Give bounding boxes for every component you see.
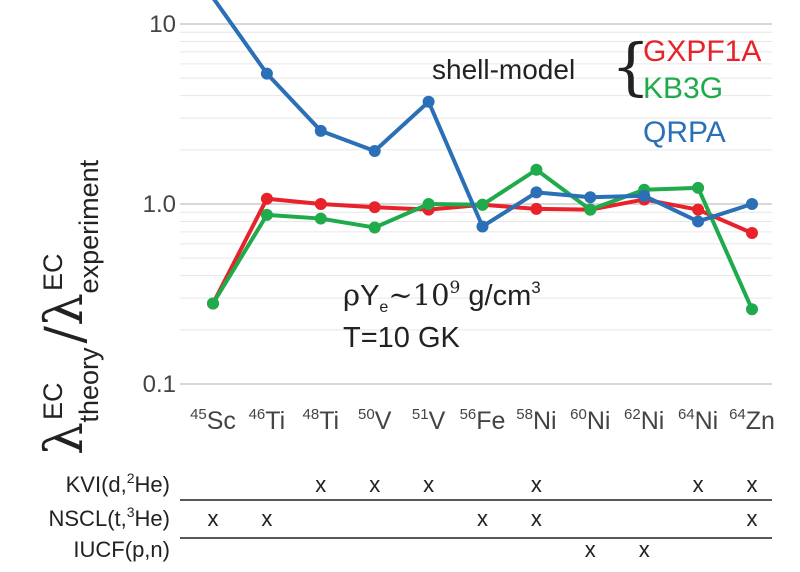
data-point-kb3g: [422, 198, 435, 210]
x-tick-label: 45Sc: [190, 406, 236, 435]
ec-superscript-top: EC: [38, 383, 68, 421]
x-tick-labels: 45Sc 46Ti 48Ti 50V 51V 56Fe 58Ni 60Ni 62Ni 64Ni 64…: [190, 406, 775, 435]
temperature-annotation: T=10 GK: [343, 322, 461, 354]
x-tick-label: 64Zn: [729, 406, 775, 435]
data-point-qrpa: [530, 186, 543, 199]
series-qrpa: [212, 0, 758, 233]
x-tick-label: 50V: [358, 406, 392, 435]
series-line-qrpa: [212, 0, 754, 229]
ec-superscript-bottom: EC: [38, 253, 68, 291]
experiment-subscript: experiment: [74, 159, 104, 293]
grid-lines: [180, 23, 772, 385]
experiment-mark: x: [315, 472, 326, 497]
experiment-row-label: NSCL(t,3He): [49, 504, 171, 531]
experiment-mark: x: [261, 506, 272, 531]
x-tick-label: 62Ni: [624, 406, 664, 435]
y-tick-label: 1.0: [143, 191, 176, 218]
x-tick-label: 58Ni: [516, 406, 556, 435]
experiment-mark: x: [639, 537, 650, 562]
data-point-gxpf1a: [260, 192, 273, 205]
x-tick-label: 46Ti: [249, 406, 286, 435]
data-point-gxpf1a: [314, 198, 327, 210]
y-tick-label: 10: [149, 11, 176, 38]
legend-entry-gxpf1a: GXPF1A: [643, 35, 761, 68]
data-point-kb3g: [368, 221, 381, 234]
data-point-qrpa: [584, 191, 597, 204]
data-point-qrpa: [746, 198, 758, 210]
experiment-row-label: KVI(d,2He): [66, 470, 170, 497]
experiment-mark: x: [693, 472, 704, 497]
lambda-experiment-symbol: λ: [35, 293, 95, 326]
data-point-gxpf1a: [746, 227, 758, 240]
data-point-qrpa: [368, 144, 381, 157]
x-tick-label: 56Fe: [460, 406, 506, 435]
experiment-mark: x: [208, 506, 219, 531]
x-tick-label: 51V: [412, 406, 446, 435]
data-point-qrpa: [422, 95, 435, 108]
y-axis-label: λEC theory/λEC experiment: [35, 159, 104, 455]
experiment-mark: x: [585, 537, 596, 562]
data-point-qrpa: [692, 215, 705, 228]
data-point-kb3g: [207, 297, 219, 310]
x-tick-label: 64Ni: [678, 406, 718, 435]
data-point-qrpa: [638, 189, 651, 202]
legend-group-label: shell-model: [432, 54, 575, 85]
legend-entry-kb3g: KB3G: [643, 72, 723, 105]
data-point-qrpa: [476, 220, 489, 233]
legend: shell-model { GXPF1A KB3G QRPA: [432, 30, 761, 149]
series-layer: [207, 0, 758, 316]
experiment-mark: x: [477, 506, 488, 531]
y-tick-labels: 10 1.0 0.1: [143, 11, 176, 398]
data-point-gxpf1a: [530, 202, 543, 215]
legend-brace: {: [611, 30, 650, 103]
data-point-kb3g: [692, 181, 705, 194]
lambda-theory-symbol: λ: [35, 422, 95, 455]
experiment-row-label: IUCF(p,n): [73, 537, 170, 562]
data-point-kb3g: [476, 198, 489, 211]
data-point-kb3g: [530, 163, 543, 176]
data-point-gxpf1a: [692, 203, 705, 216]
experiment-mark: x: [747, 506, 758, 531]
legend-entry-qrpa: QRPA: [643, 116, 726, 149]
data-point-gxpf1a: [368, 201, 381, 214]
theory-subscript: theory: [74, 347, 104, 423]
data-point-qrpa: [314, 124, 327, 137]
data-point-kb3g: [260, 208, 273, 221]
experiment-mark: x: [747, 472, 758, 497]
y-tick-label: 0.1: [143, 371, 176, 398]
conditions-annotation: ρYe~109 g/cm3 T=10 GK: [343, 278, 541, 354]
x-tick-label: 60Ni: [570, 406, 610, 435]
data-point-kb3g: [584, 203, 597, 216]
series-kb3g: [207, 163, 758, 316]
ratio-slash: /: [35, 325, 95, 343]
experiment-mark: x: [423, 472, 434, 497]
data-point-kb3g: [314, 212, 327, 225]
x-tick-label: 48Ti: [303, 406, 340, 435]
data-point-kb3g: [746, 303, 758, 316]
experiment-mark: x: [531, 506, 542, 531]
experiment-mark: x: [369, 472, 380, 497]
density-annotation: ρYe~109 g/cm3: [343, 278, 541, 316]
data-point-qrpa: [260, 67, 273, 80]
experiment-mark: x: [531, 472, 542, 497]
